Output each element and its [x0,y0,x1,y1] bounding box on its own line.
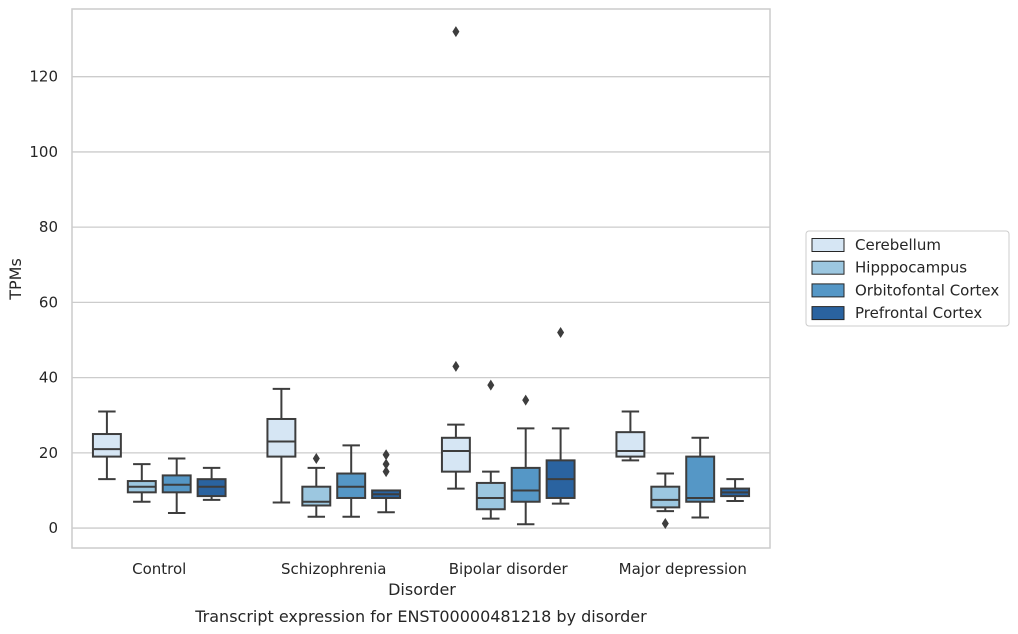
outlier-point [452,360,460,372]
box-iqr [266,417,297,458]
y-tick-label: 20 [39,444,58,462]
y-tick-label: 0 [48,519,58,537]
box-hipppocampus [475,379,506,520]
legend-label: Prefrontal Cortex [855,304,982,322]
outlier-point [487,379,495,391]
y-tick-label: 40 [39,369,58,387]
outlier-point [557,326,565,338]
y-axis-label: TPMs [6,258,25,301]
box-orbitofontal-cortex [161,457,192,515]
box-orbitofontal-cortex [685,436,716,519]
box-hipppocampus [650,472,681,530]
legend-label: Orbitofontal Cortex [855,281,999,299]
box-cerebellum [266,387,297,504]
x-tick-label: Major depression [619,560,747,578]
box-prefrontal-cortex [196,466,227,501]
box-cerebellum [91,410,122,481]
box-iqr [91,433,122,458]
box-hipppocampus [126,463,157,503]
outlier-point [382,458,390,470]
x-tick-label: Control [132,560,186,578]
box-iqr [475,481,506,511]
box-prefrontal-cortex [545,326,576,505]
y-axis-ticks: 0 20 40 60 80 100 120 [29,68,58,537]
x-axis-ticks: Control Schizophrenia Bipolar disorder Majo… [132,560,747,578]
boxes [91,26,751,530]
legend-frame [805,230,1010,327]
x-tick-label: Bipolar disorder [449,560,569,578]
legend-label: Cerebellum [855,236,941,254]
box-iqr [510,466,541,503]
box-iqr [650,485,681,509]
box-hipppocampus [301,452,332,518]
y-tick-label: 100 [29,143,58,161]
box-prefrontal-cortex [371,449,402,514]
outlier-point [382,466,390,478]
box-orbitofontal-cortex [336,444,367,518]
x-tick-label: Schizophrenia [281,560,386,578]
legend-swatch [811,283,845,298]
box-iqr [615,431,646,458]
x-axis-label: Disorder [388,580,456,599]
y-tick-label: 60 [39,293,58,311]
chart-caption: Transcript expression for ENST0000048121… [194,607,647,626]
legend-label: Hipppocampus [855,259,967,277]
outlier-point [312,452,320,464]
box-orbitofontal-cortex [510,394,541,526]
box-iqr [440,436,471,473]
legend-swatch [811,306,845,321]
outlier-point [382,449,390,461]
box-iqr [685,455,716,503]
grid-lines [72,76,770,529]
legend-swatch [811,260,845,275]
box-cerebellum [440,26,471,490]
box-prefrontal-cortex [720,478,751,502]
plot-frame [71,8,771,549]
box-cerebellum [615,410,646,462]
y-tick-label: 120 [29,68,58,86]
y-tick-label: 80 [39,218,58,236]
outlier-point [661,518,669,530]
legend-swatch [811,238,845,252]
outlier-point [452,26,460,38]
outlier-point [522,394,530,406]
legend: Cerebellum Hipppocampus Orbitofontal Corte… [805,230,1010,327]
